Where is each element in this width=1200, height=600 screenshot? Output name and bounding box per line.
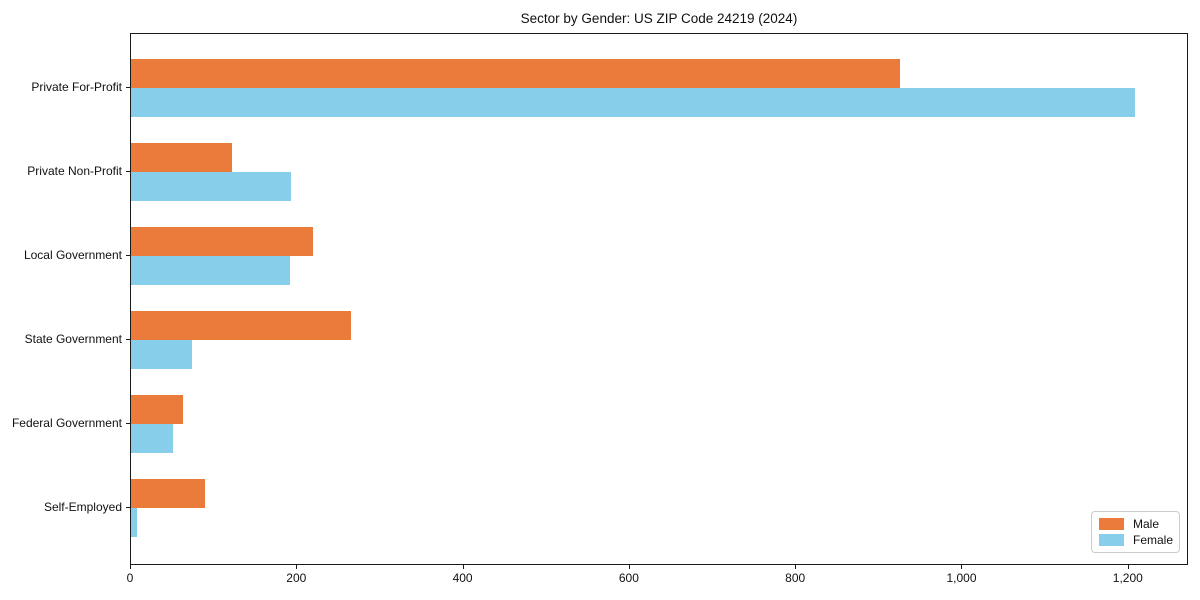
chart-title: Sector by Gender: US ZIP Code 24219 (202… <box>520 11 798 26</box>
bar-male-1 <box>131 143 233 172</box>
y-tick-mark <box>126 255 130 256</box>
legend-label-female: Female <box>1133 533 1174 547</box>
bar-male-5 <box>131 479 205 508</box>
bar-female-3 <box>131 340 192 369</box>
x-tick-label: 200 <box>286 571 307 585</box>
x-tick-mark <box>1127 565 1129 569</box>
x-tick-label: 1,200 <box>1112 571 1143 585</box>
y-tick-label: Federal Government <box>11 416 122 430</box>
x-tick-label: 600 <box>618 571 639 585</box>
legend-item-female: Female <box>1099 533 1174 547</box>
y-tick-mark <box>126 171 130 172</box>
x-tick-mark <box>961 565 963 569</box>
y-tick-mark <box>126 423 130 424</box>
bar-male-0 <box>131 59 901 88</box>
y-tick-label: Private For-Profit <box>31 80 122 94</box>
legend-item-male: Male <box>1099 517 1172 531</box>
bar-male-3 <box>131 311 352 340</box>
legend-swatch-female <box>1099 534 1124 546</box>
legend-swatch-male <box>1099 518 1124 530</box>
y-tick-mark <box>126 339 130 340</box>
x-tick-mark <box>795 565 797 569</box>
y-tick-mark <box>126 507 130 508</box>
plot-area <box>130 33 1188 565</box>
bar-female-5 <box>131 508 137 537</box>
bar-female-2 <box>131 256 290 285</box>
x-tick-label: 0 <box>126 571 134 585</box>
x-tick-mark <box>296 565 298 569</box>
x-tick-mark <box>462 565 464 569</box>
bar-female-4 <box>131 424 174 453</box>
y-tick-label: State Government <box>24 332 122 346</box>
y-tick-label: Self-Employed <box>43 500 122 514</box>
x-tick-mark <box>628 565 630 569</box>
bar-female-1 <box>131 172 292 201</box>
legend: Male Female <box>1091 511 1180 553</box>
x-tick-label: 400 <box>452 571 473 585</box>
x-tick-mark <box>130 565 131 569</box>
bar-male-2 <box>131 227 314 256</box>
legend-label-male: Male <box>1133 517 1160 531</box>
x-tick-label: 1,000 <box>946 571 977 585</box>
bar-female-0 <box>131 88 1136 117</box>
y-tick-label: Private Non-Profit <box>27 164 122 178</box>
x-tick-label: 800 <box>785 571 806 585</box>
bar-male-4 <box>131 395 184 424</box>
y-tick-label: Local Government <box>23 248 122 262</box>
y-tick-mark <box>126 87 130 88</box>
